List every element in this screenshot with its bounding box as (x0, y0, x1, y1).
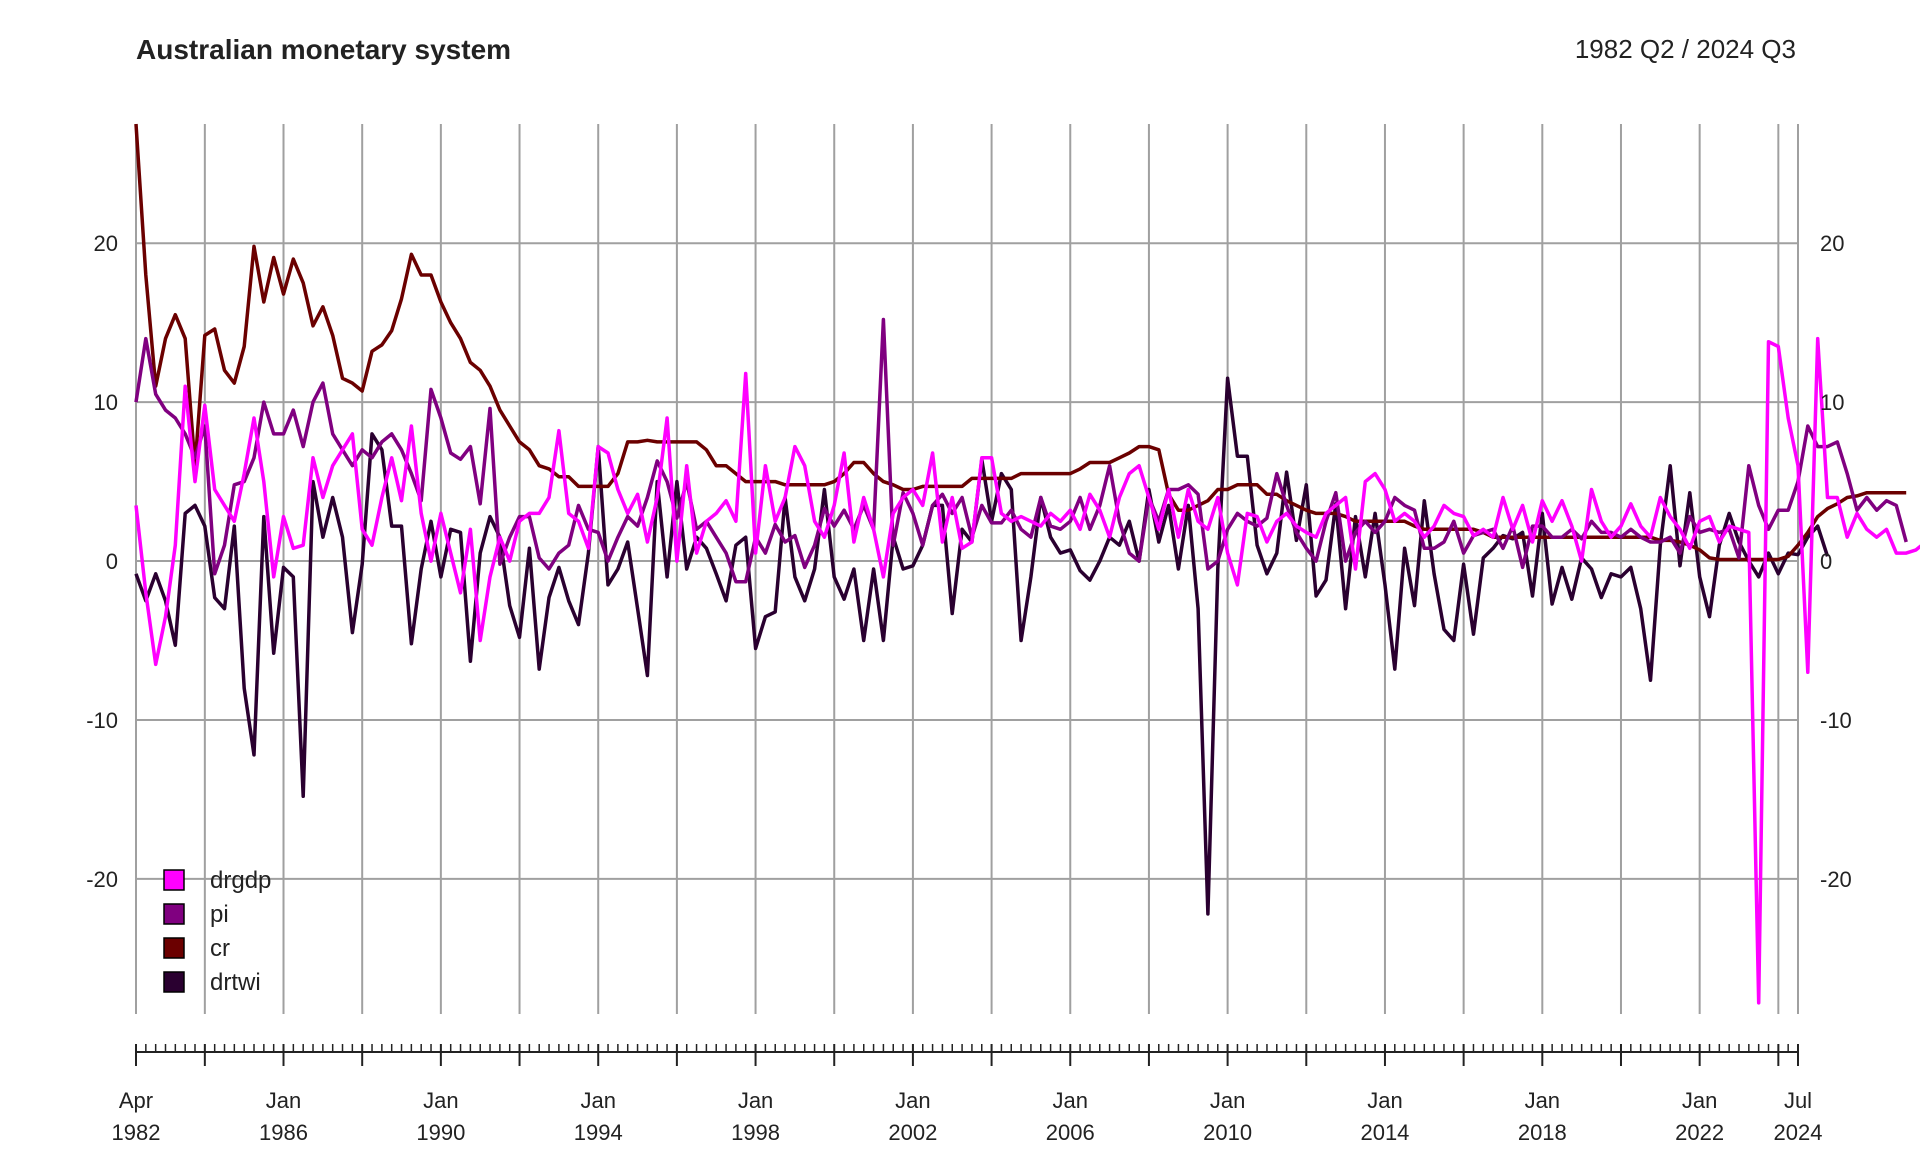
legend-label-pi: pi (210, 901, 229, 928)
legend-label-cr: cr (210, 935, 230, 962)
series-lines (134, 123, 1920, 1005)
x-tick-label-year: 2022 (1675, 1120, 1724, 1145)
x-tick-label-month: Jan (895, 1088, 930, 1113)
x-tick-label-year: 1986 (259, 1120, 308, 1145)
x-tick-label-year: 1998 (731, 1120, 780, 1145)
x-tick-label-month: Apr (119, 1088, 153, 1113)
legend-label-drgdp: drgdp (210, 867, 271, 894)
x-tick-label-month: Jan (1525, 1088, 1560, 1113)
x-tick-label-year: 2010 (1203, 1120, 1252, 1145)
x-tick-label-year: 2002 (888, 1120, 937, 1145)
y-tick-label-left: 10 (94, 390, 118, 415)
legend-swatch-drgdp (163, 869, 185, 891)
y-tick-label-right: -10 (1820, 708, 1852, 733)
legend-swatch-drtwi (163, 971, 185, 993)
x-tick-label-year: 2006 (1046, 1120, 1095, 1145)
legend-swatch-pi (163, 903, 185, 925)
legend-label-drtwi: drtwi (210, 969, 261, 996)
legend-swatch-cr (163, 937, 185, 959)
y-tick-label-right: 10 (1820, 390, 1844, 415)
y-tick-label-right: 20 (1820, 231, 1844, 256)
x-tick-label-year: 1982 (112, 1120, 161, 1145)
y-tick-label-left: 0 (106, 549, 118, 574)
x-tick-label-month: Jan (1367, 1088, 1402, 1113)
legend: drgdp pi cr drtwi (163, 867, 271, 996)
x-tick-label-month: Jan (266, 1088, 301, 1113)
x-tick-label-month: Jan (1210, 1088, 1245, 1113)
x-tick-label-year: 1990 (416, 1120, 465, 1145)
x-tick-label-month: Jan (1682, 1088, 1717, 1113)
y-tick-label-left: -10 (86, 708, 118, 733)
x-tick-label-year: 2024 (1774, 1120, 1823, 1145)
chart-title: Australian monetary system (136, 34, 512, 65)
y-tick-label-left: 20 (94, 231, 118, 256)
x-tick-label-month: Jan (580, 1088, 615, 1113)
x-tick-label-month: Jan (738, 1088, 773, 1113)
axes: -20 -20 -10 -10 0 0 10 10 20 20 Apr 1982 Jan 1986 Jan 1… (86, 231, 1852, 1145)
x-tick-label-month: Jan (423, 1088, 458, 1113)
series-line-drgdp (134, 336, 1920, 1005)
x-tick-label-month: Jan (1053, 1088, 1088, 1113)
series-line-pi (134, 317, 1908, 584)
x-tick-label-year: 1994 (574, 1120, 623, 1145)
y-tick-label-right: 0 (1820, 549, 1832, 574)
y-tick-label-left: -20 (86, 867, 118, 892)
x-tick-label-year: 2018 (1518, 1120, 1567, 1145)
y-tick-label-right: -20 (1820, 867, 1852, 892)
x-tick-label-year: 2014 (1360, 1120, 1409, 1145)
chart-period: 1982 Q2 / 2024 Q3 (1574, 34, 1796, 64)
x-tick-label-month: Jul (1784, 1088, 1812, 1113)
